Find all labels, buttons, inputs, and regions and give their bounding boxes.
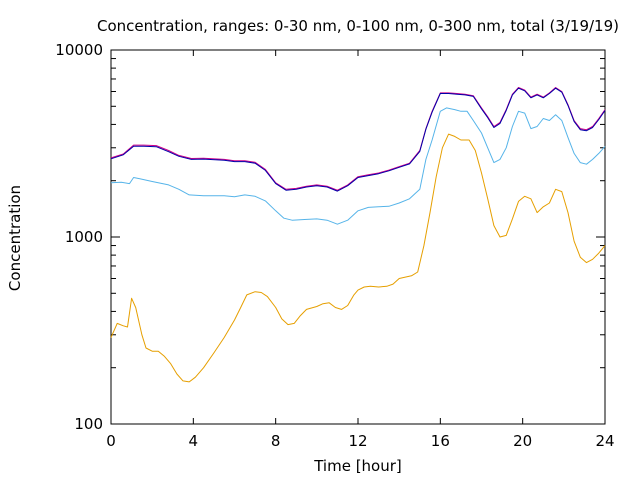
y-tick-label: 10000 [55,41,103,59]
y-tick-label: 100 [74,415,103,433]
series-line-3 [110,87,606,191]
chart-title: Concentration, ranges: 0-30 nm, 0-100 nm… [97,17,619,35]
x-tick-label: 4 [189,432,199,450]
series-line-4 [110,87,606,192]
x-tick-label: 24 [595,432,614,450]
x-axis-label: Time [hour] [313,457,402,475]
y-tick-label: 1000 [65,228,103,246]
x-tick-label: 16 [431,432,450,450]
series-line-2 [110,107,606,225]
x-tick-label: 0 [106,432,116,450]
series-line-1 [110,133,606,383]
series-group [110,87,606,383]
axis-ticks: 0 4 8 12 16 20 24 100 1000 10000 [55,41,614,450]
y-axis-label: Concentration [6,185,24,291]
plot-frame [110,49,606,425]
x-tick-label: 20 [513,432,532,450]
x-tick-label: 8 [271,432,281,450]
x-tick-label: 12 [348,432,367,450]
